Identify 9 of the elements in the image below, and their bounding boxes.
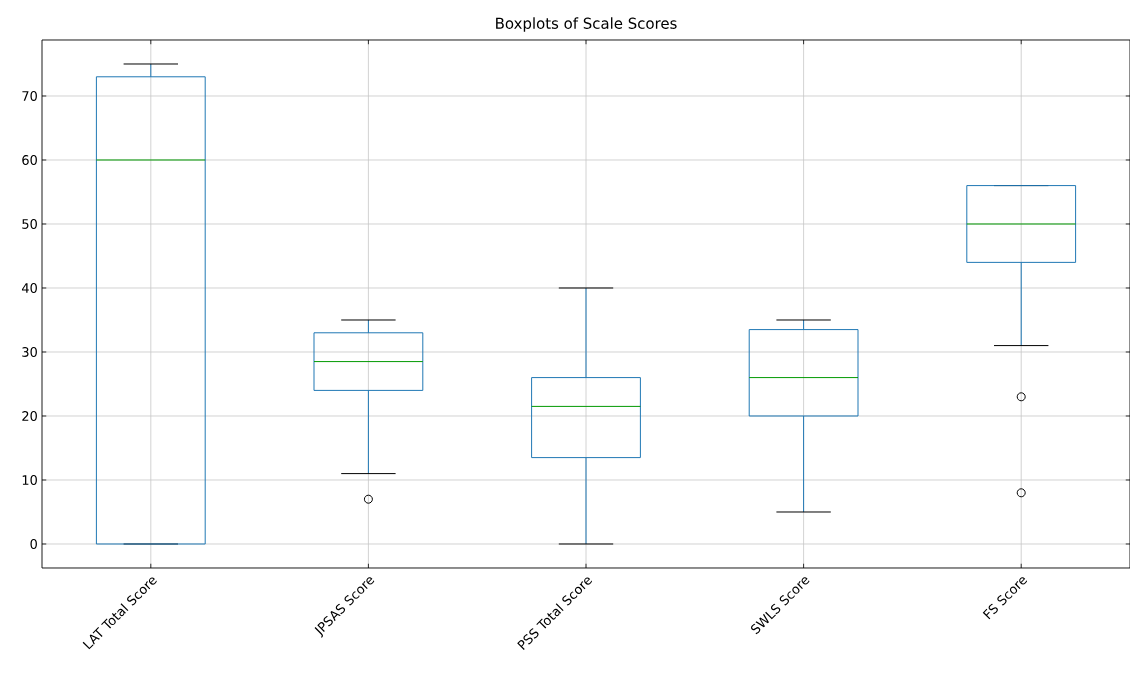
y-tick-label: 50 — [22, 219, 37, 229]
y-tick-label: 0 — [30, 539, 37, 549]
y-tick-label: 20 — [22, 411, 37, 421]
chart-title: Boxplots of Scale Scores — [496, 17, 677, 32]
y-tick-label: 70 — [22, 91, 37, 101]
y-tick-label: 40 — [21, 283, 37, 293]
y-tick-label: 10 — [22, 475, 37, 485]
y-tick-label: 30 — [22, 347, 37, 357]
y-tick-label: 60 — [22, 155, 37, 165]
